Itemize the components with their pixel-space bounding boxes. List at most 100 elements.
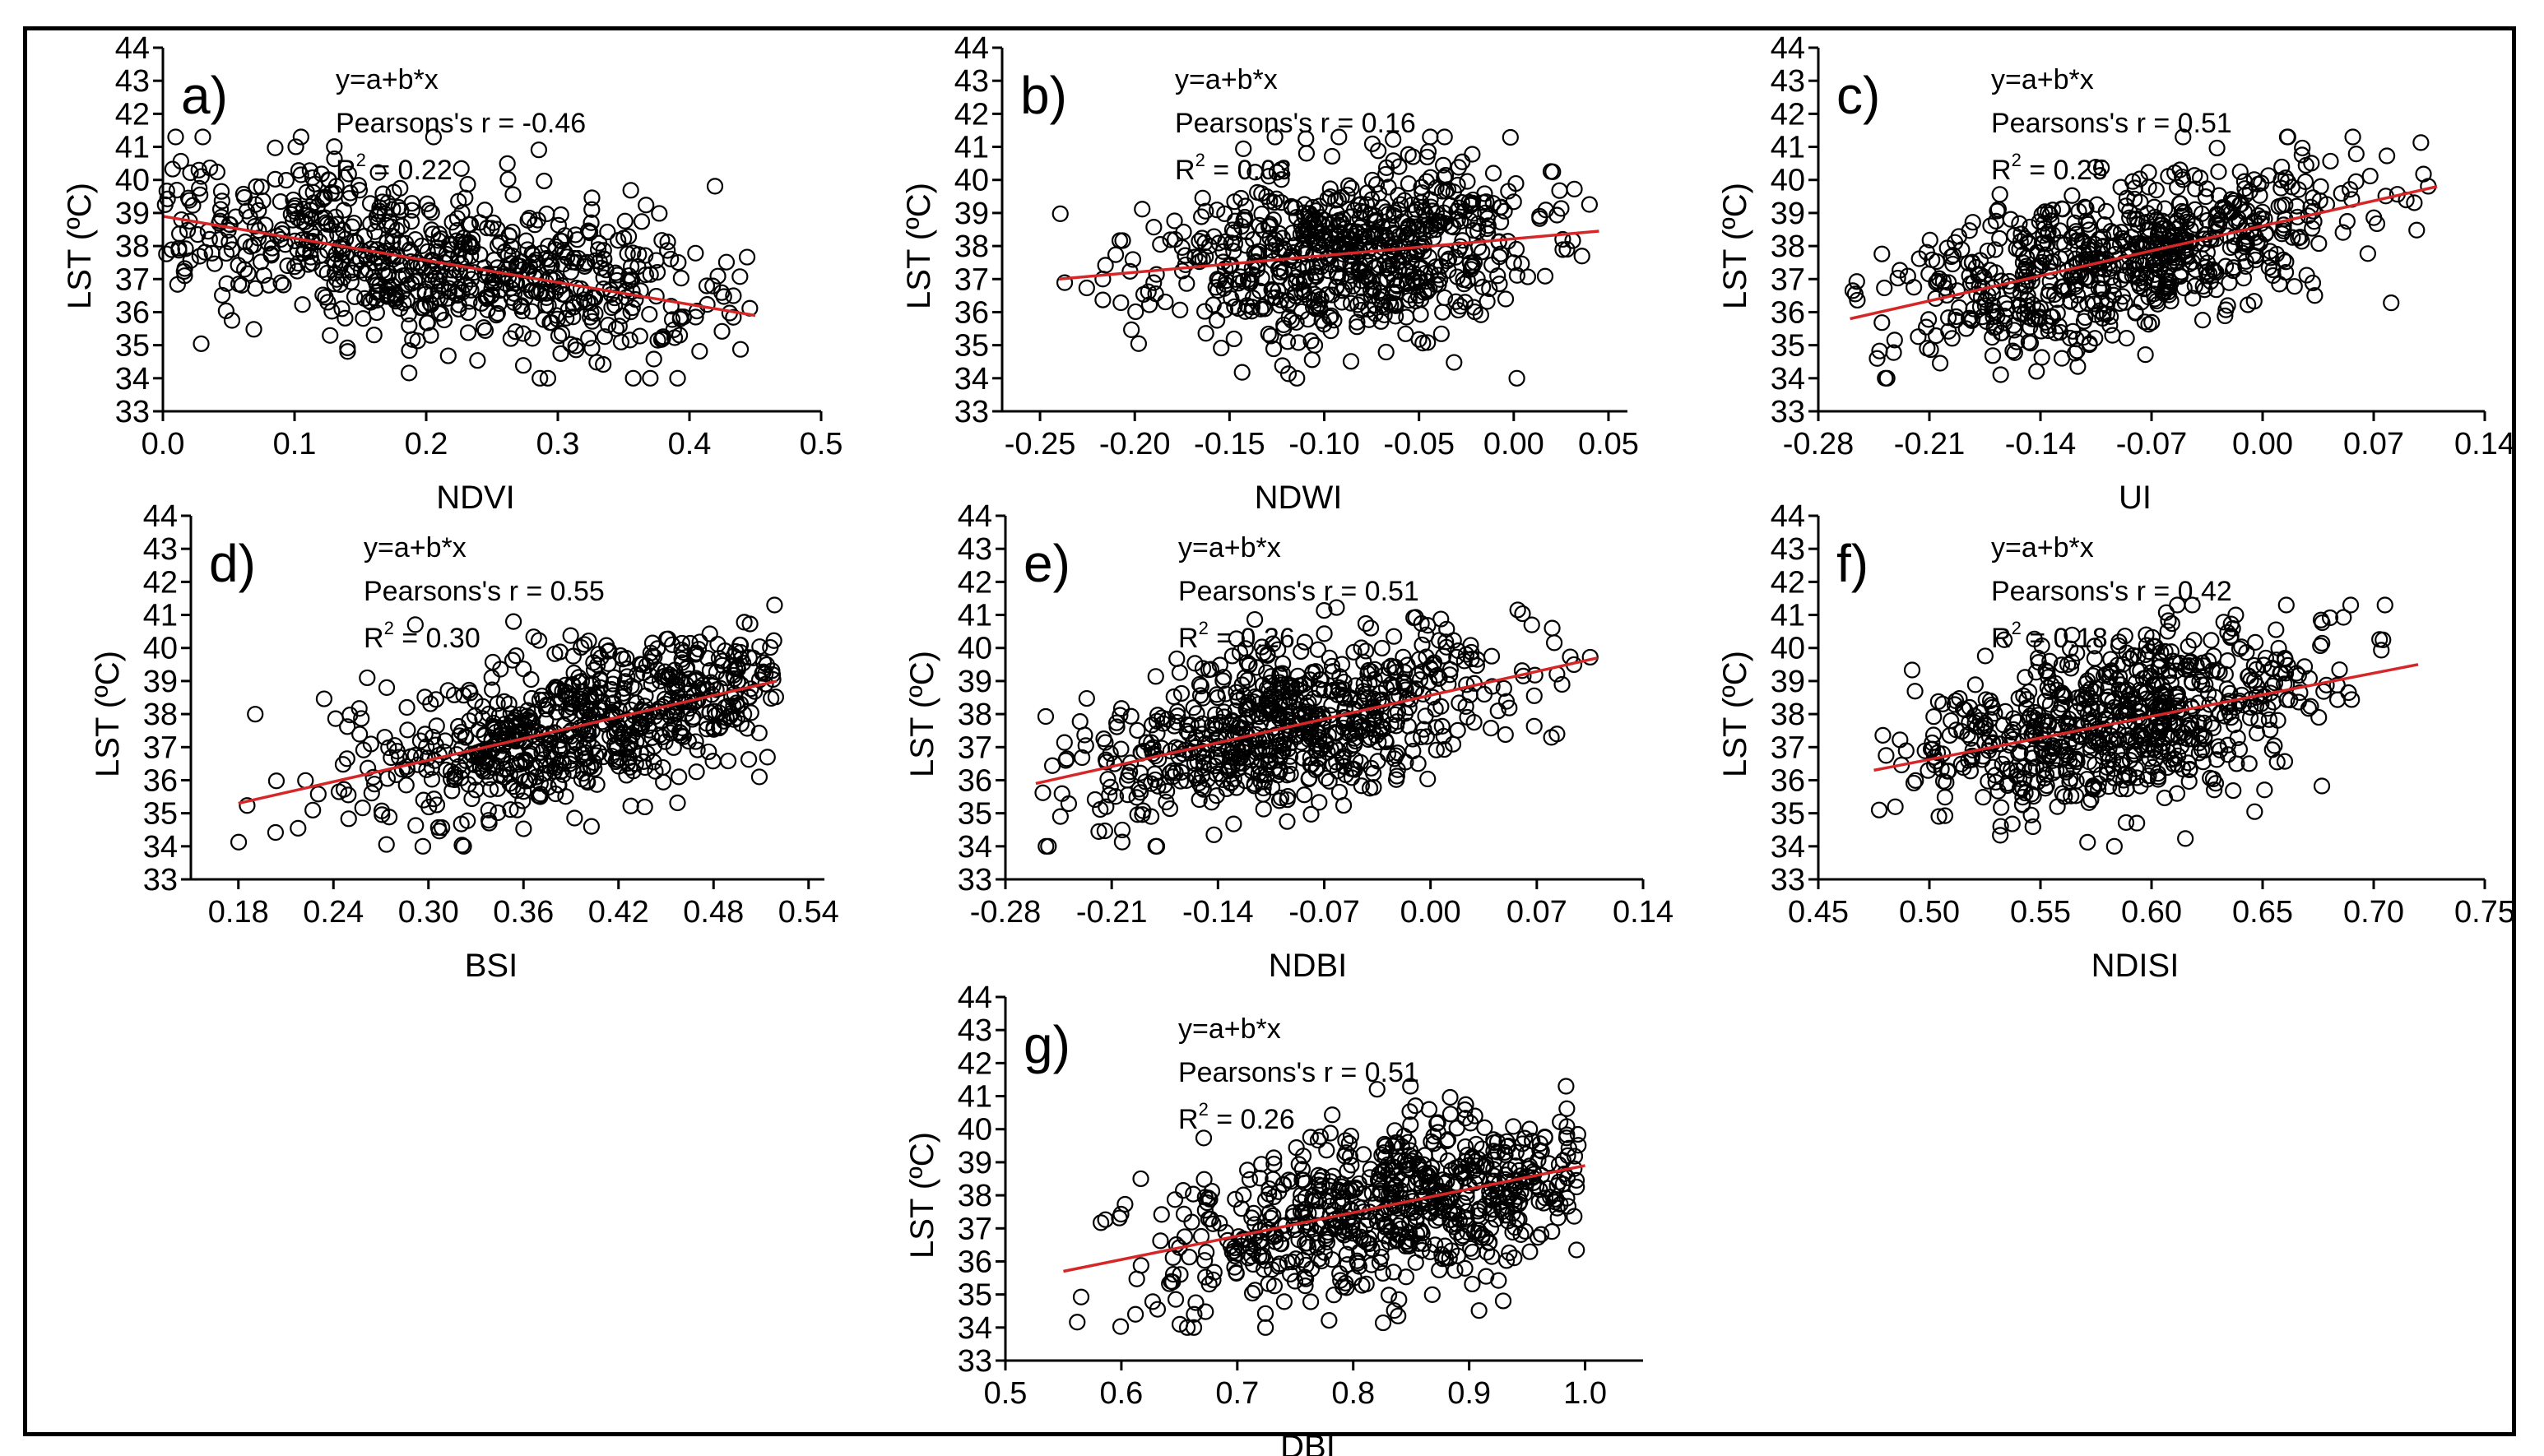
scatter-point	[169, 276, 186, 293]
scatter-point	[2177, 830, 2194, 847]
scatter-point	[2117, 814, 2135, 832]
scatter-point	[1323, 147, 1341, 165]
scatter-point	[1332, 269, 1350, 286]
scatter-point	[346, 288, 364, 305]
y-tick-label: 44	[115, 31, 150, 66]
scatter-point	[731, 268, 749, 285]
scatter-point	[1296, 633, 1314, 651]
scatter-point	[766, 596, 783, 614]
scatter-point	[583, 201, 601, 218]
scatter-point	[564, 647, 582, 665]
scatter-point	[1500, 183, 1517, 200]
scatter-point	[427, 269, 445, 287]
scatter-point	[438, 245, 455, 263]
y-tick-label: 42	[115, 97, 150, 132]
scatter-point	[170, 239, 188, 257]
scatter-point	[453, 160, 470, 177]
scatter-point	[374, 254, 392, 272]
scatter-point	[655, 773, 672, 791]
scatter-point	[316, 189, 333, 206]
scatter-point	[1186, 248, 1204, 266]
scatter-point	[731, 341, 750, 358]
scatter-point	[2256, 781, 2273, 799]
scatter-point	[235, 188, 253, 206]
scatter-point	[583, 189, 601, 206]
x-tick-label: 0.4	[668, 427, 712, 461]
scatter-point	[1243, 303, 1260, 320]
scatter-point	[159, 190, 176, 207]
scatter-point	[334, 221, 351, 239]
y-tick-label: 42	[958, 565, 992, 600]
x-tick-label: 0.05	[1578, 427, 1639, 461]
scatter-point	[525, 628, 542, 646]
scatter-point	[2406, 194, 2423, 211]
scatter-point	[1491, 275, 1508, 293]
y-tick-label: 39	[115, 197, 150, 231]
scatter-point	[1478, 193, 1495, 211]
scatter-point	[1051, 205, 1069, 222]
scatter-point	[1273, 194, 1290, 211]
scatter-point	[1964, 214, 1981, 231]
scatter-point	[1319, 190, 1336, 207]
y-tick-label: 33	[958, 863, 992, 897]
scatter-point	[393, 217, 411, 234]
scatter-point	[1448, 202, 1465, 220]
scatter-point	[462, 216, 480, 233]
scatter-point	[1373, 639, 1390, 657]
scatter-point	[360, 292, 378, 310]
scatter-point	[459, 175, 476, 193]
scatter-point	[289, 262, 306, 280]
scatter-point	[2087, 159, 2105, 176]
scatter-point	[1887, 798, 1904, 815]
scatter-point	[1989, 202, 2006, 220]
scatter-point	[1496, 202, 1513, 220]
scatter-point	[1400, 146, 1417, 163]
scatter-point	[313, 210, 331, 227]
scatter-point	[189, 226, 207, 243]
scatter-point	[672, 308, 689, 326]
scatter-point	[669, 794, 686, 812]
y-tick-label: 38	[954, 230, 989, 264]
scatter-point	[1372, 274, 1389, 291]
scatter-point	[2210, 163, 2227, 180]
scatter-point	[272, 230, 290, 248]
scatter-point	[1237, 237, 1255, 254]
scatter-point	[1360, 311, 1378, 328]
scatter-point	[1227, 212, 1244, 230]
scatter-point	[1261, 230, 1279, 247]
scatter-point	[326, 276, 343, 293]
scatter-point	[342, 262, 360, 279]
scatter-point	[612, 333, 630, 350]
scatter-point	[272, 193, 289, 211]
equation-label: y=a+b*x	[1991, 64, 2094, 95]
scatter-point	[1419, 770, 1437, 788]
scatter-point	[1544, 1223, 1561, 1240]
y-tick-label: 43	[958, 532, 992, 567]
x-tick-label: -0.20	[1099, 427, 1171, 461]
scatter-point	[1315, 231, 1332, 248]
scatter-point	[247, 280, 264, 297]
scatter-point	[2361, 167, 2379, 185]
scatter-point	[1302, 332, 1320, 350]
y-tick-label: 34	[1771, 830, 1805, 865]
scatter-point	[193, 335, 210, 352]
scatter-point	[378, 836, 395, 853]
scatter-point	[403, 202, 420, 219]
x-tick-label: 0.30	[398, 895, 459, 930]
scatter-point	[622, 271, 639, 289]
scatter-point	[1251, 216, 1268, 234]
scatter-point	[1209, 312, 1226, 329]
scatter-point	[287, 138, 304, 155]
y-tick-label: 37	[958, 730, 992, 765]
y-tick-label: 40	[954, 164, 989, 198]
scatter-point	[1303, 351, 1321, 369]
panel-letter: d)	[209, 534, 256, 593]
scatter-point	[193, 168, 210, 185]
scatter-point	[399, 721, 416, 739]
scatter-point	[422, 327, 439, 344]
scatter-point	[2231, 163, 2249, 180]
scatter-point	[637, 247, 654, 264]
scatter-point	[2322, 152, 2339, 170]
